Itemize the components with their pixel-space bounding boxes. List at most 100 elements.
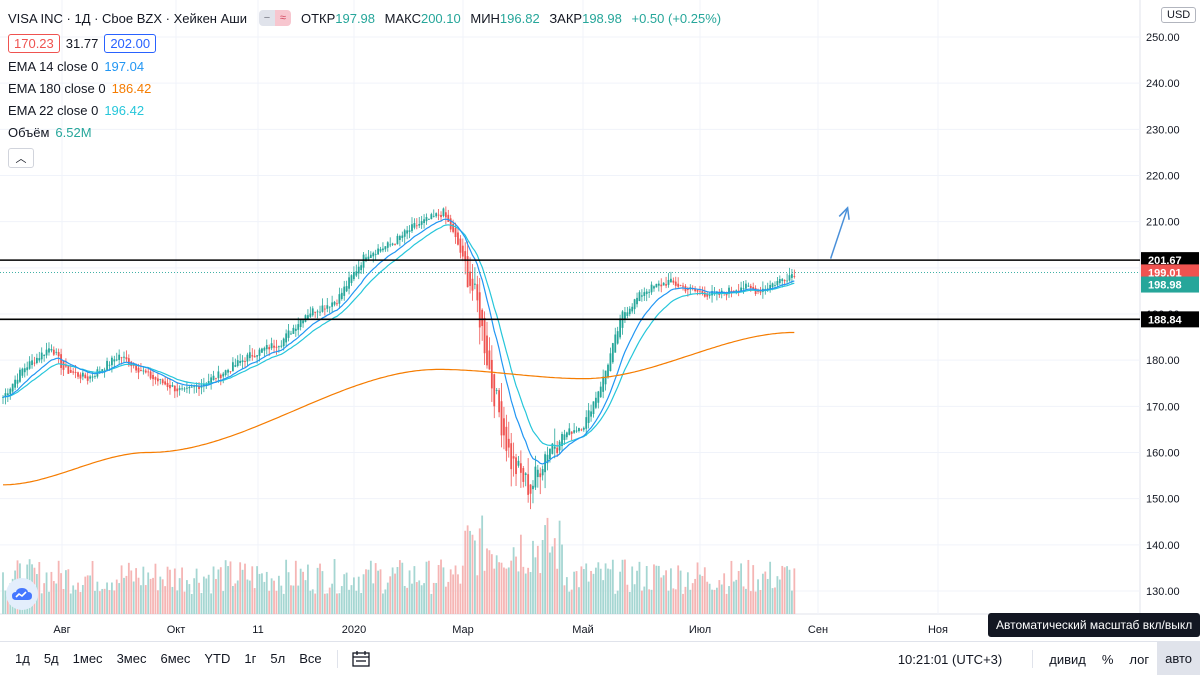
- volume-bar: [447, 581, 450, 614]
- range-1y-button[interactable]: 1г: [244, 651, 257, 666]
- candle-body: [316, 311, 319, 313]
- candle-body: [503, 418, 505, 436]
- range-all-button[interactable]: Все: [299, 651, 322, 666]
- candle-body: [551, 443, 554, 454]
- chart-style-toggle[interactable]: − ≈: [258, 10, 291, 26]
- candle-body: [769, 284, 772, 290]
- price-chart-svg[interactable]: 250.00240.00230.00220.00210.00200.00190.…: [0, 0, 1200, 642]
- candle-body: [345, 286, 348, 292]
- volume-bar: [476, 575, 479, 614]
- change-value: +0.50 (+0.25%): [631, 10, 722, 26]
- time-axis-label: 2020: [342, 624, 366, 636]
- auto-scale-toggle[interactable]: авто: [1157, 642, 1200, 675]
- candle-body: [273, 345, 275, 348]
- candle-body: [776, 280, 779, 286]
- currency-label[interactable]: USD: [1161, 7, 1197, 23]
- candle-body: [614, 334, 617, 353]
- minus-icon[interactable]: −: [258, 10, 275, 26]
- candle-body: [307, 315, 309, 319]
- approx-icon[interactable]: ≈: [274, 10, 291, 26]
- candle-body: [665, 284, 667, 286]
- price-scale-label: 230.00: [1146, 124, 1180, 136]
- volume-bar: [270, 578, 273, 614]
- sell-price-box[interactable]: 170.23: [8, 33, 60, 53]
- volume-bar: [169, 569, 171, 614]
- candle-body: [285, 333, 288, 343]
- candle-body: [638, 292, 641, 302]
- candle-body: [302, 320, 304, 324]
- volume-bar: [737, 570, 740, 614]
- volume-bar: [118, 583, 121, 614]
- candle-body: [783, 280, 786, 282]
- volume-bar: [246, 579, 249, 614]
- legend-header-row: VISA INC · 1Д · Cboe BZX · Хейкен Аши − …: [8, 8, 727, 28]
- candle-body: [708, 295, 711, 296]
- volume-bar: [585, 563, 588, 614]
- indicator-ema14[interactable]: EMA 14 close 0 197.04: [8, 58, 727, 76]
- range-5y-button[interactable]: 5л: [270, 651, 286, 666]
- volume-bar: [699, 574, 701, 614]
- volume-bar: [667, 590, 670, 614]
- dividends-toggle[interactable]: дивид: [1049, 651, 1086, 667]
- volume-bar: [323, 593, 326, 614]
- spread-value: 31.77: [65, 35, 99, 51]
- collapse-legend-button[interactable]: ︿: [8, 148, 34, 168]
- candle-body: [440, 214, 442, 218]
- indicator-label: EMA 180 close 0: [8, 81, 106, 96]
- volume-bar: [210, 593, 213, 614]
- volume-bar: [515, 556, 517, 614]
- candle-body: [55, 351, 58, 353]
- candle-body: [125, 357, 128, 360]
- price-scale-label: 130.00: [1146, 586, 1180, 598]
- percent-scale-toggle[interactable]: %: [1101, 651, 1114, 667]
- candle-body: [447, 214, 450, 222]
- volume-bar: [386, 582, 389, 614]
- indicator-label: EMA 14 close 0: [8, 59, 99, 74]
- volume-bar: [398, 560, 401, 614]
- candle-body: [353, 272, 355, 280]
- volume-bar: [490, 554, 493, 614]
- range-6m-button[interactable]: 6мес: [160, 651, 191, 666]
- candle-body: [420, 221, 423, 225]
- volume-bar: [677, 565, 680, 614]
- clock-display[interactable]: 10:21:01 (UTC+3): [897, 651, 1003, 667]
- candle-body: [74, 372, 77, 373]
- indicator-volume[interactable]: Объём 6.52M: [8, 124, 727, 142]
- volume-bar: [74, 589, 77, 614]
- symbol-title[interactable]: VISA INC · 1Д · Cboe BZX · Хейкен Аши: [8, 10, 247, 26]
- candle-body: [176, 388, 179, 392]
- candle-body: [435, 213, 438, 217]
- log-scale-toggle[interactable]: лог: [1129, 651, 1150, 667]
- candle-body: [541, 469, 544, 476]
- candle-body: [469, 271, 471, 286]
- tradingview-cloud-icon[interactable]: [6, 578, 38, 610]
- candle-body: [140, 370, 142, 372]
- volume-bar: [563, 585, 566, 614]
- candle-body: [677, 283, 680, 287]
- price-tag: [1141, 276, 1199, 293]
- candle-body: [362, 254, 365, 268]
- range-1m-button[interactable]: 1мес: [72, 651, 103, 666]
- candle-body: [398, 236, 401, 241]
- candle-body: [2, 397, 4, 398]
- range-5d-button[interactable]: 5д: [43, 651, 59, 666]
- candle-body: [277, 346, 280, 348]
- chevron-up-icon: ︿: [15, 153, 27, 165]
- candle-body: [696, 289, 699, 292]
- volume-bar: [224, 560, 227, 614]
- range-ytd-button[interactable]: YTD: [204, 651, 231, 666]
- volume-bar: [415, 582, 418, 614]
- candle-body: [91, 376, 94, 378]
- indicator-ema180[interactable]: EMA 180 close 0 186.42: [8, 80, 727, 98]
- volume-bar: [503, 567, 505, 614]
- candle-body: [173, 385, 176, 392]
- calendar-range-icon[interactable]: [351, 650, 370, 667]
- indicator-ema22[interactable]: EMA 22 close 0 196.42: [8, 102, 727, 120]
- candle-body: [643, 292, 646, 296]
- range-1d-button[interactable]: 1д: [15, 651, 30, 666]
- range-3m-button[interactable]: 3мес: [116, 651, 147, 666]
- buy-price-box[interactable]: 202.00: [104, 33, 157, 53]
- price-tag: [1141, 252, 1199, 269]
- candle-body: [149, 371, 152, 379]
